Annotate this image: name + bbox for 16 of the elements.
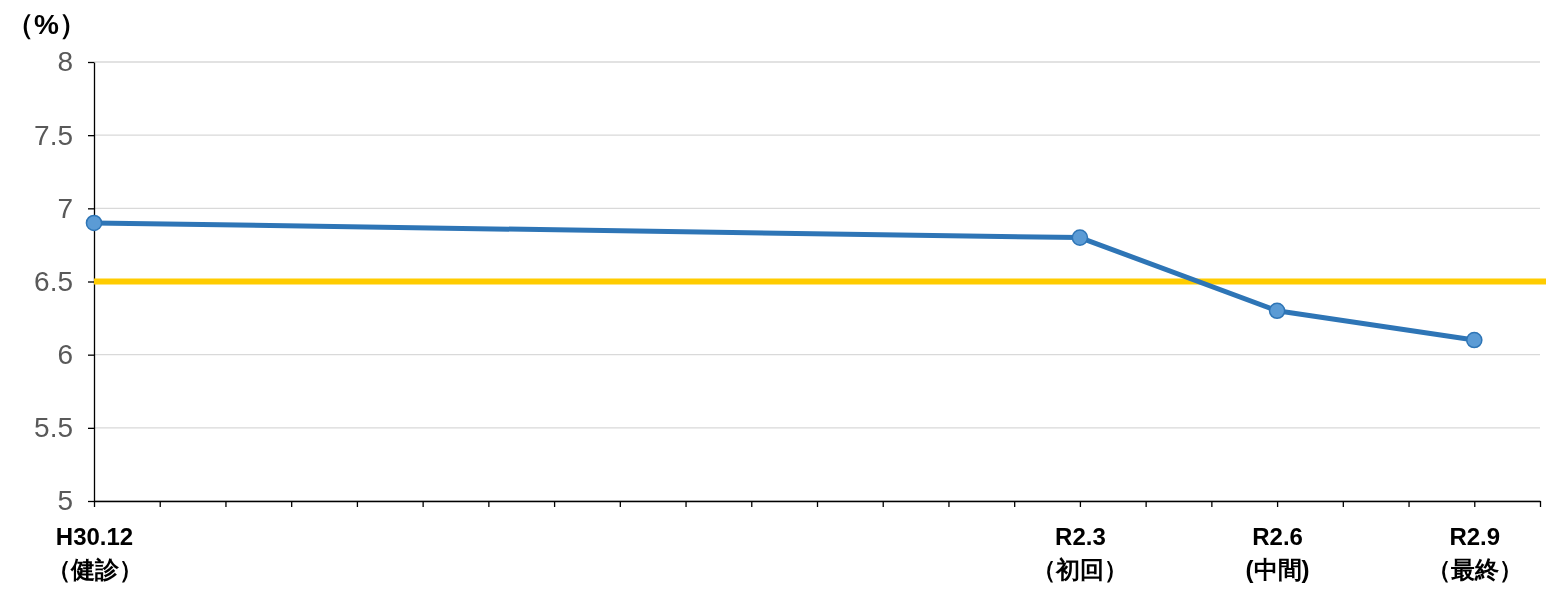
y-tick-label: 7 bbox=[57, 192, 73, 224]
point bbox=[1268, 302, 1286, 320]
x-tick-label: R2.3 （初回） bbox=[1032, 523, 1129, 583]
y-tick-label: 8 bbox=[57, 46, 73, 78]
y-tick-label: 6 bbox=[57, 339, 73, 371]
x-tick-label: R2.6 (中間) bbox=[1245, 523, 1310, 583]
x-tick-label: H30.12 （健診） bbox=[46, 523, 143, 583]
y-axis-title: （%） bbox=[6, 9, 87, 40]
x-tick-label: R2.9 （最終） bbox=[1426, 523, 1523, 583]
y-tick-label: 7.5 bbox=[34, 119, 73, 151]
y-tick-label: 6.5 bbox=[34, 265, 73, 297]
point bbox=[1465, 331, 1483, 349]
point bbox=[85, 214, 103, 232]
point bbox=[1071, 229, 1089, 246]
y-tick-label: 5.5 bbox=[34, 412, 73, 444]
y-tick-label: 5 bbox=[57, 485, 73, 517]
